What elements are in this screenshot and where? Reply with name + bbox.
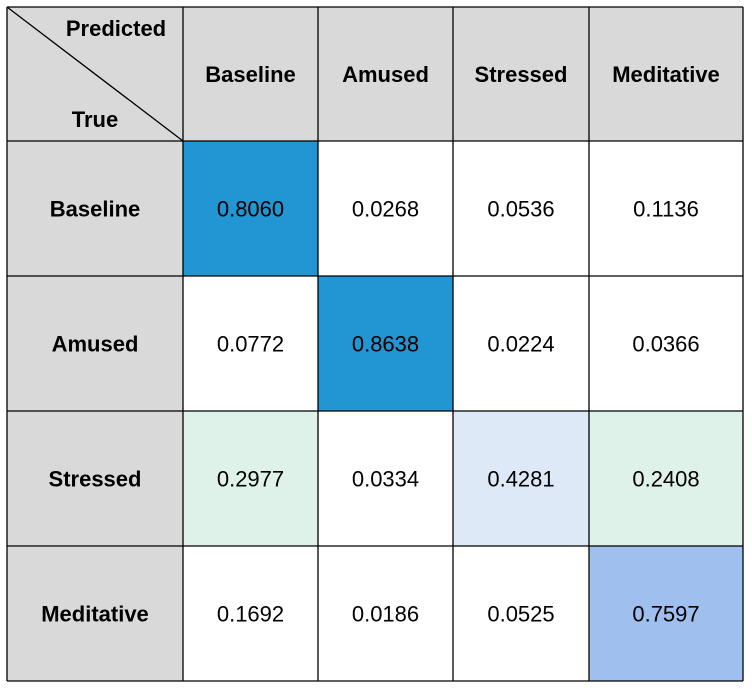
matrix-cell (183, 276, 318, 411)
matrix-cell (318, 411, 453, 546)
matrix-cell (589, 546, 743, 681)
matrix-cell (318, 276, 453, 411)
cell-value: 0.7597 (632, 602, 699, 627)
cell-value: 0.0268 (352, 197, 419, 222)
column-header-background (7, 7, 743, 141)
matrix-cell (453, 546, 589, 681)
matrix-cell (318, 546, 453, 681)
matrix-cell (589, 411, 743, 546)
corner-predicted-label: Predicted (66, 16, 166, 41)
matrix-cell (589, 141, 743, 276)
column-header: Meditative (612, 62, 720, 87)
cell-value: 0.0334 (352, 467, 419, 492)
row-header: Baseline (50, 197, 141, 222)
matrix-cell (183, 141, 318, 276)
cell-value: 0.1692 (217, 602, 284, 627)
corner-true-label: True (72, 107, 118, 132)
matrix-cell (589, 276, 743, 411)
cell-value: 0.2408 (632, 467, 699, 492)
row-header: Meditative (41, 602, 149, 627)
cell-value: 0.4281 (487, 467, 554, 492)
cell-value: 0.8638 (352, 332, 419, 357)
matrix-cell (453, 141, 589, 276)
column-header: Baseline (205, 62, 296, 87)
cell-value: 0.1136 (633, 197, 699, 222)
cell-value: 0.0772 (217, 332, 284, 357)
cell-value: 0.0536 (487, 197, 554, 222)
cell-value: 0.0186 (352, 602, 419, 627)
matrix-cell (318, 141, 453, 276)
corner-diagonal (6, 6, 184, 142)
row-header: Amused (52, 332, 139, 357)
column-header: Amused (342, 62, 429, 87)
matrix-cell (453, 276, 589, 411)
cell-value: 0.0224 (487, 332, 554, 357)
cell-value: 0.8060 (217, 197, 284, 222)
column-header: Stressed (475, 62, 568, 87)
grid-lines (6, 6, 744, 682)
matrix-cell (183, 546, 318, 681)
matrix-cell (453, 411, 589, 546)
row-header: Stressed (49, 467, 142, 492)
matrix-labels: Baseline Amused Stressed Meditative Baseline… (41, 62, 720, 627)
matrix-cell (183, 411, 318, 546)
cell-value: 0.2977 (217, 467, 284, 492)
cell-value: 0.0525 (487, 602, 554, 627)
cell-value: 0.0366 (632, 332, 699, 357)
matrix-cells (183, 141, 743, 681)
